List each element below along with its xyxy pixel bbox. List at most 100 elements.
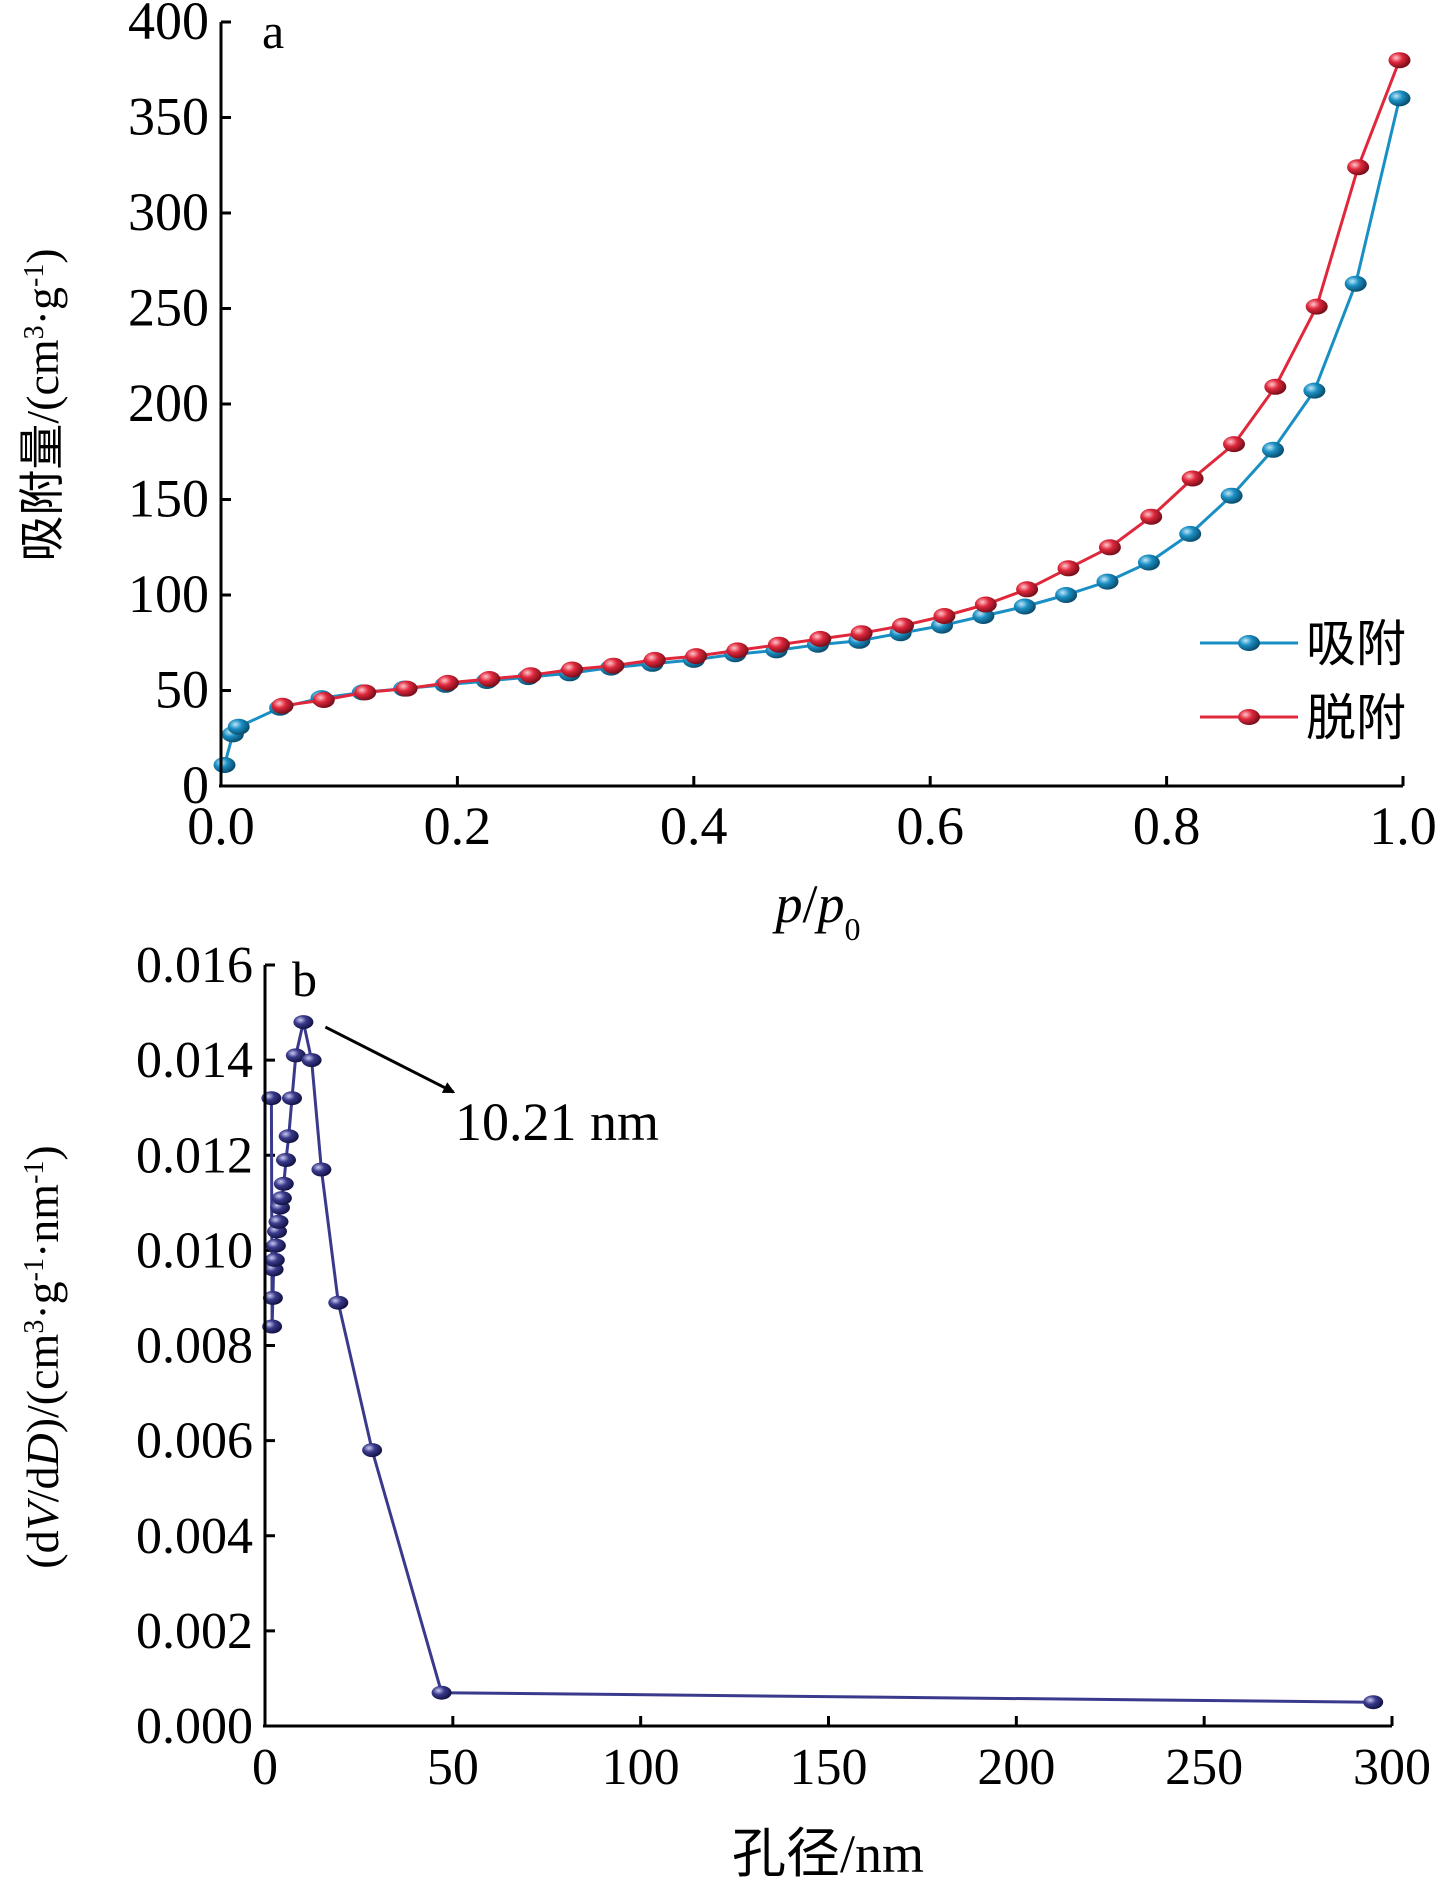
a-data-point — [809, 630, 832, 647]
a-data-point — [395, 680, 418, 697]
a-data-point — [1016, 581, 1039, 598]
a-y-tick-label: 350 — [128, 87, 209, 147]
a-data-point — [974, 596, 997, 613]
a-series-0 — [213, 90, 1411, 773]
b-data-point — [431, 1685, 452, 1700]
b-data-point — [311, 1162, 332, 1177]
a-data-point — [1096, 573, 1119, 590]
legend-item-desorption: 脱附 — [1200, 690, 1406, 746]
b-data-point — [273, 1176, 294, 1191]
chart-b-series — [261, 1015, 1384, 1710]
b-data-point — [293, 1015, 314, 1030]
a-data-point — [1388, 52, 1411, 69]
a-x-tick-label: 0.8 — [1133, 796, 1201, 856]
b-data-point — [276, 1153, 296, 1167]
a-data-point — [892, 617, 914, 634]
b-data-point — [271, 1191, 292, 1206]
b-y-tick-label: 0.004 — [136, 1508, 253, 1565]
chart-a: 0 50 100 150 200 250 300 350 400 0.0 0.2 0.4 0.6 0.8… — [17, 0, 1437, 947]
a-data-point — [1223, 436, 1245, 453]
a-x-tick-label: 0.2 — [424, 796, 492, 856]
chart-a-y-axis-title: 吸附量/(cm3·g-1) — [17, 248, 68, 561]
a-y-tick-label: 100 — [128, 564, 209, 624]
b-y-tick-label: 0.010 — [136, 1222, 253, 1279]
b-data-point — [1363, 1695, 1384, 1710]
a-data-point — [1179, 525, 1202, 542]
b-x-tick-label: 250 — [1165, 1739, 1243, 1796]
a-data-point — [312, 692, 335, 708]
a-data-point — [436, 674, 459, 691]
chart-b-y-ticks: 0.000 0.002 0.004 0.006 0.008 0.010 0.012 0.014… — [136, 937, 275, 1755]
a-data-point — [1262, 441, 1284, 458]
b-x-tick-label: 100 — [602, 1739, 680, 1796]
legend-adsorption-label: 吸附 — [1306, 616, 1406, 672]
a-data-point — [933, 608, 956, 624]
a-series-line — [282, 59, 1401, 708]
a-data-point — [726, 642, 749, 659]
a-data-point — [1303, 382, 1326, 399]
a-series-line — [223, 98, 1401, 766]
b-y-tick-label: 0.016 — [136, 937, 253, 994]
b-series-0 — [261, 1015, 1384, 1710]
chart-b-panel-label: b — [292, 951, 317, 1007]
b-x-tick-label: 0 — [252, 1739, 278, 1796]
legend-adsorption-marker — [1238, 635, 1260, 651]
a-y-tick-label: 200 — [128, 373, 209, 433]
chart-b-y-axis-title: (dV/dD)/(cm3·g-1·nm-1) — [17, 1145, 68, 1569]
chart-a-series — [213, 52, 1411, 773]
b-data-point — [268, 1214, 289, 1229]
a-data-point — [1347, 159, 1370, 176]
peak-annotation-arrow — [324, 1025, 456, 1094]
b-y-tick-label: 0.008 — [136, 1318, 253, 1375]
b-x-tick-label: 150 — [790, 1739, 868, 1796]
b-data-point — [262, 1290, 283, 1305]
b-data-point — [265, 1238, 286, 1253]
b-y-tick-label: 0.000 — [136, 1698, 253, 1755]
b-data-point — [301, 1053, 322, 1068]
b-data-point — [264, 1252, 285, 1267]
b-data-point — [282, 1091, 302, 1106]
a-data-point — [1264, 378, 1287, 395]
b-y-tick-label: 0.012 — [136, 1127, 253, 1184]
b-data-point — [285, 1048, 306, 1063]
a-data-point — [1220, 487, 1243, 504]
a-y-tick-label: 0 — [182, 755, 209, 815]
a-data-point — [850, 625, 873, 642]
chart-a-x-axis-title: p/p0 — [771, 874, 860, 947]
a-data-point — [1013, 598, 1036, 615]
a-y-tick-label: 400 — [128, 0, 209, 51]
a-data-point — [271, 697, 294, 714]
a-data-point — [1305, 298, 1328, 315]
legend-item-adsorption: 吸附 — [1200, 616, 1406, 672]
a-data-point — [1057, 560, 1080, 577]
chart-a-y-ticks: 0 50 100 150 200 250 300 350 400 — [128, 0, 231, 815]
a-data-point — [643, 651, 666, 668]
a-x-tick-label: 0.6 — [896, 796, 964, 856]
a-data-point — [767, 636, 790, 653]
a-y-tick-label: 300 — [128, 182, 209, 242]
b-x-tick-label: 50 — [427, 1739, 479, 1796]
b-series-line — [269, 1020, 1374, 1704]
legend-desorption-label: 脱附 — [1306, 690, 1406, 746]
b-y-tick-label: 0.014 — [136, 1032, 253, 1089]
a-data-point — [1388, 90, 1411, 107]
peak-annotation-label: 10.21 nm — [455, 1092, 659, 1152]
b-data-point — [328, 1295, 349, 1310]
a-data-point — [1344, 275, 1367, 292]
legend-desorption-marker — [1238, 709, 1260, 725]
a-x-tick-label: 1.0 — [1369, 796, 1437, 856]
a-x-tick-label: 0.4 — [660, 796, 728, 856]
a-data-point — [519, 667, 542, 684]
chart-b-x-ticks: 0 50 100 150 200 250 300 — [252, 1716, 1431, 1796]
a-x-tick-label: 0.0 — [187, 796, 255, 856]
a-data-point — [354, 684, 377, 701]
b-y-tick-label: 0.006 — [136, 1413, 253, 1470]
a-data-point — [561, 661, 584, 678]
b-data-point — [362, 1443, 383, 1458]
a-data-point — [478, 671, 501, 687]
a-data-point — [602, 657, 625, 674]
chart-a-panel-label: a — [262, 3, 284, 59]
chart-a-legend: 吸附 脱附 — [1200, 616, 1406, 746]
chart-b-x-axis-title: 孔径/nm — [732, 1824, 924, 1884]
